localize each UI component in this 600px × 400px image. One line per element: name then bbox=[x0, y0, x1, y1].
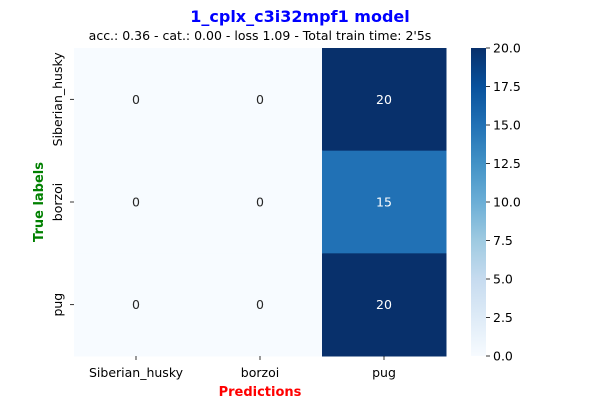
heatmap-cell bbox=[198, 253, 323, 357]
y-tick-label: borzoi bbox=[50, 183, 65, 221]
colorbar-ticks: 0.0 2.5 5.0 7.5 10.0 12.5 15.0 17.5 20.0 bbox=[486, 41, 521, 364]
heatmap-cell-value: 0 bbox=[256, 297, 264, 312]
chart-title: 1_cplx_c3i32mpf1 model bbox=[190, 7, 409, 26]
heatmap-cell-value: 20 bbox=[376, 92, 392, 107]
colorbar-tick-label: 10.0 bbox=[493, 195, 521, 210]
colorbar bbox=[471, 48, 486, 356]
heatmap-cell-labels: 0 0 20 0 0 15 0 0 20 bbox=[132, 92, 392, 312]
x-axis-label: Predictions bbox=[219, 385, 302, 400]
heatmap-cell bbox=[198, 150, 323, 254]
heatmap-cell bbox=[74, 253, 199, 357]
heatmap-cell bbox=[198, 48, 323, 152]
chart-subtitle: acc.: 0.36 - cat.: 0.00 - loss 1.09 - To… bbox=[89, 28, 432, 43]
y-tick-label: Siberian_husky bbox=[50, 52, 65, 147]
x-axis-ticks: Siberian_husky borzoi pug bbox=[89, 356, 396, 380]
y-tick-label: pug bbox=[50, 293, 65, 317]
heatmap-cell-value: 0 bbox=[132, 92, 140, 107]
colorbar-tick-label: 0.0 bbox=[493, 349, 513, 364]
heatmap-cell bbox=[322, 150, 447, 254]
colorbar-tick-label: 20.0 bbox=[493, 41, 521, 56]
heatmap-cell-value: 20 bbox=[376, 297, 392, 312]
colorbar-tick-label: 17.5 bbox=[493, 79, 521, 94]
x-tick-label: pug bbox=[372, 365, 396, 380]
heatmap-cell bbox=[74, 150, 199, 254]
heatmap-cell-value: 0 bbox=[256, 92, 264, 107]
heatmap-cell-value: 0 bbox=[132, 297, 140, 312]
heatmap-cell-value: 0 bbox=[256, 195, 264, 210]
heatmap-cell bbox=[322, 253, 447, 357]
heatmap-cell bbox=[322, 48, 447, 152]
colorbar-tick-label: 2.5 bbox=[493, 310, 513, 325]
colorbar-tick-label: 15.0 bbox=[493, 118, 521, 133]
heatmap-cell-value: 15 bbox=[376, 195, 392, 210]
heatmap-cells bbox=[74, 48, 447, 357]
x-tick-label: borzoi bbox=[241, 365, 279, 380]
x-tick-label: Siberian_husky bbox=[89, 365, 184, 380]
colorbar-tick-label: 5.0 bbox=[493, 272, 513, 287]
heatmap-cell-value: 0 bbox=[132, 195, 140, 210]
heatmap-cell bbox=[74, 48, 199, 152]
y-axis-label: True labels bbox=[32, 162, 47, 242]
colorbar-tick-label: 12.5 bbox=[493, 156, 521, 171]
colorbar-tick-label: 7.5 bbox=[493, 233, 513, 248]
